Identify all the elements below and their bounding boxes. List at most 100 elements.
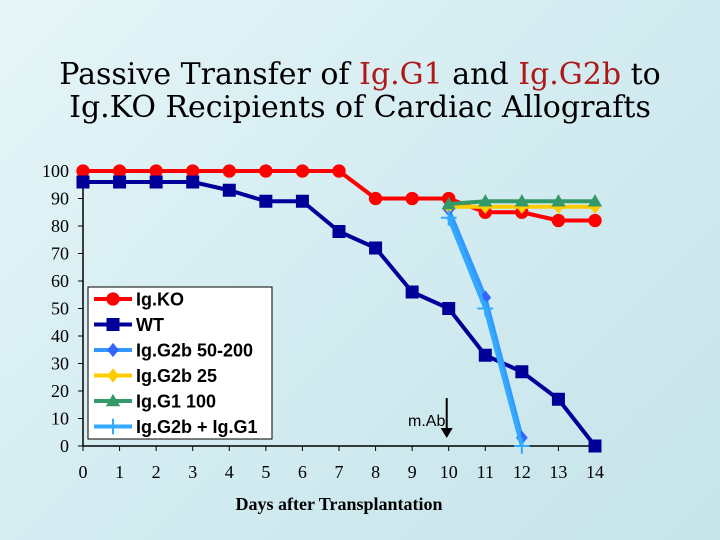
data-point-wt	[186, 175, 200, 189]
data-point-wt	[113, 175, 127, 189]
data-point-wt	[332, 225, 346, 238]
data-point-wt	[442, 302, 456, 315]
legend-swatch-marker	[105, 418, 121, 435]
x-tick-label: 13	[549, 462, 567, 482]
series-wt	[76, 175, 602, 453]
data-point-ig-ko	[368, 191, 383, 206]
x-tick-label: 14	[586, 462, 604, 482]
data-point-ig-ko	[149, 164, 163, 178]
x-tick-label: 1	[115, 462, 124, 482]
title-highlight-igg2b: Ig.G2b	[518, 57, 622, 92]
data-point-ig-ko	[259, 164, 273, 178]
data-point-wt	[551, 392, 565, 406]
y-tick-label: 80	[51, 216, 69, 236]
legend-entry-ig-g2b-ig-g1: Ig.G2b + Ig.G1	[94, 417, 258, 437]
data-point-wt	[76, 175, 90, 189]
y-tick-label: 70	[51, 244, 69, 264]
legend-label: Ig.G1 100	[136, 392, 216, 412]
y-tick-label: 0	[60, 436, 69, 456]
y-tick-label: 20	[51, 381, 69, 401]
data-point-wt	[259, 194, 273, 208]
legend-swatch-marker	[106, 318, 120, 331]
y-tick-label: 30	[51, 354, 69, 374]
data-point-ig-ko	[551, 213, 566, 228]
y-tick-label: 50	[51, 299, 69, 319]
data-point-ig-g1-100	[587, 194, 603, 207]
data-point-wt	[405, 285, 419, 299]
annotation-arrow-head	[440, 428, 453, 438]
x-tick-label: 4	[225, 462, 234, 482]
data-point-wt	[515, 365, 529, 379]
x-tick-label: 3	[188, 462, 197, 482]
y-tick-label: 90	[51, 189, 69, 209]
data-point-wt	[478, 348, 492, 362]
x-tick-label: 6	[298, 462, 307, 482]
data-point-wt	[588, 439, 602, 453]
legend-box	[87, 286, 273, 440]
x-axis-label: Days after Transplantation	[235, 494, 442, 514]
x-tick-label: 7	[335, 462, 344, 482]
data-point-ig-g1-100	[478, 194, 493, 207]
title-text-2: and	[442, 57, 519, 92]
series-ig-g1-100	[441, 194, 603, 210]
title-text-1: Passive Transfer of	[59, 57, 360, 92]
legend-label: WT	[136, 315, 164, 335]
legend-label: Ig.G2b 25	[136, 366, 217, 386]
data-point-wt	[369, 241, 383, 255]
data-point-ig-ko	[222, 164, 236, 178]
legend-swatch-marker	[107, 342, 119, 358]
series-ig-g2b-ig-g1	[440, 209, 530, 454]
chart-title-line1: Passive Transfer of Ig.G1 and Ig.G2b to	[0, 58, 720, 91]
legend-swatch-marker	[105, 393, 121, 407]
legend: Ig.KO WT Ig.G2b 50-200 Ig.G2b 25 Ig.G1 100 Ig…	[87, 286, 273, 440]
chart-title: Passive Transfer of Ig.G1 and Ig.G2b to …	[0, 58, 720, 124]
x-tick-label: 10	[440, 462, 458, 482]
x-tick-label: 12	[513, 462, 531, 482]
y-tick-label: 100	[42, 161, 69, 181]
x-tick-label: 11	[477, 462, 494, 482]
y-tick-label: 10	[51, 409, 69, 429]
data-point-ig-g1-100	[514, 194, 530, 207]
data-point-ig-ko	[588, 213, 602, 228]
series-line-ig-g2b-ig-g1	[446, 217, 524, 447]
series-ig-ko	[76, 164, 602, 228]
legend-label: Ig.G2b 50-200	[136, 341, 253, 361]
legend-entry-wt: WT	[94, 315, 164, 335]
legend-swatch-marker	[107, 368, 119, 383]
legend-label: Ig.G2b + Ig.G1	[136, 417, 258, 437]
data-point-wt	[222, 183, 236, 197]
y-tick-label: 40	[51, 326, 69, 346]
data-point-ig-g1-100	[551, 194, 566, 207]
x-tick-label: 8	[371, 462, 380, 482]
data-point-ig-ko	[332, 164, 346, 178]
y-tick-label: 60	[51, 271, 69, 291]
chart-title-line2: Ig.KO Recipients of Cardiac Allografts	[69, 90, 651, 125]
data-point-ig-g1-100	[441, 196, 456, 210]
legend-entry-ig-ko: Ig.KO	[94, 290, 184, 310]
data-point-ig-ko	[295, 164, 310, 178]
title-highlight-igg1: Ig.G1	[359, 57, 443, 92]
legend-entry-ig-g2b-25: Ig.G2b 25	[94, 366, 217, 386]
x-tick-label: 0	[79, 462, 88, 482]
legend-label: Ig.KO	[136, 290, 184, 310]
legend-entry-ig-g1-100: Ig.G1 100	[94, 392, 216, 412]
data-point-ig-ko	[76, 164, 90, 178]
data-point-ig-g2b-ig-g1	[514, 438, 530, 454]
x-tick-label: 9	[408, 462, 417, 482]
data-point-ig-g2b-ig-g1	[440, 209, 457, 226]
title-text-3: to	[621, 57, 661, 92]
data-point-ig-g2b-ig-g1	[477, 300, 494, 317]
annotation-label: m.Ab	[408, 413, 445, 430]
data-point-ig-ko	[186, 164, 200, 178]
data-point-ig-ko	[112, 164, 127, 178]
legend-swatch-marker	[106, 292, 120, 306]
data-point-ig-g2b-50-200	[516, 430, 528, 445]
data-point-ig-ko	[405, 191, 419, 206]
series-layer	[76, 164, 603, 454]
data-point-wt	[149, 175, 163, 189]
x-tick-label: 2	[152, 462, 161, 482]
data-point-wt	[295, 194, 309, 208]
x-tick-label: 5	[261, 462, 270, 482]
